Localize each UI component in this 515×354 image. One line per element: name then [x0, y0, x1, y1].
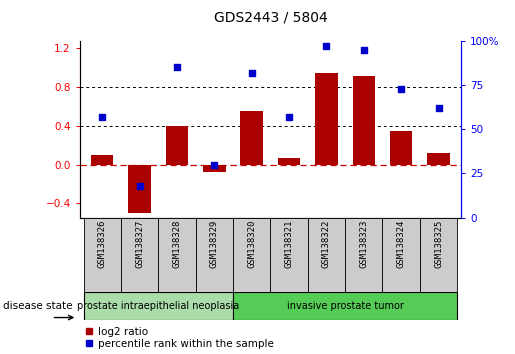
Legend: log2 ratio, percentile rank within the sample: log2 ratio, percentile rank within the s…: [85, 327, 273, 349]
Bar: [166, 126, 188, 165]
Point: [210, 162, 218, 167]
Text: GSM138324: GSM138324: [397, 220, 406, 268]
Point: [322, 43, 331, 49]
Bar: [233, 292, 457, 320]
Bar: [278, 158, 300, 165]
Bar: [427, 153, 450, 165]
Bar: [345, 218, 383, 292]
Bar: [91, 155, 113, 165]
Text: disease state: disease state: [3, 301, 72, 311]
Text: GDS2443 / 5804: GDS2443 / 5804: [214, 11, 327, 25]
Text: GSM138321: GSM138321: [285, 220, 294, 268]
Bar: [270, 218, 308, 292]
Text: GSM138325: GSM138325: [434, 220, 443, 268]
Text: GSM138327: GSM138327: [135, 220, 144, 268]
Point: [397, 86, 405, 91]
Point: [285, 114, 293, 120]
Bar: [233, 218, 270, 292]
Bar: [121, 218, 158, 292]
Bar: [196, 218, 233, 292]
Point: [359, 47, 368, 52]
Point: [135, 183, 144, 189]
Point: [98, 114, 107, 120]
Bar: [353, 75, 375, 165]
Bar: [390, 131, 413, 165]
Bar: [315, 73, 338, 165]
Text: GSM138323: GSM138323: [359, 220, 368, 268]
Point: [173, 64, 181, 70]
Bar: [158, 218, 196, 292]
Text: prostate intraepithelial neoplasia: prostate intraepithelial neoplasia: [77, 301, 239, 311]
Bar: [83, 292, 233, 320]
Bar: [128, 165, 151, 213]
Bar: [308, 218, 345, 292]
Bar: [383, 218, 420, 292]
Bar: [83, 218, 121, 292]
Text: GSM138320: GSM138320: [247, 220, 256, 268]
Bar: [420, 218, 457, 292]
Bar: [203, 165, 226, 172]
Text: invasive prostate tumor: invasive prostate tumor: [287, 301, 404, 311]
Bar: [241, 111, 263, 165]
Text: GSM138328: GSM138328: [173, 220, 181, 268]
Point: [434, 105, 442, 111]
Text: GSM138329: GSM138329: [210, 220, 219, 268]
Point: [248, 70, 256, 75]
Text: GSM138322: GSM138322: [322, 220, 331, 268]
Text: GSM138326: GSM138326: [98, 220, 107, 268]
